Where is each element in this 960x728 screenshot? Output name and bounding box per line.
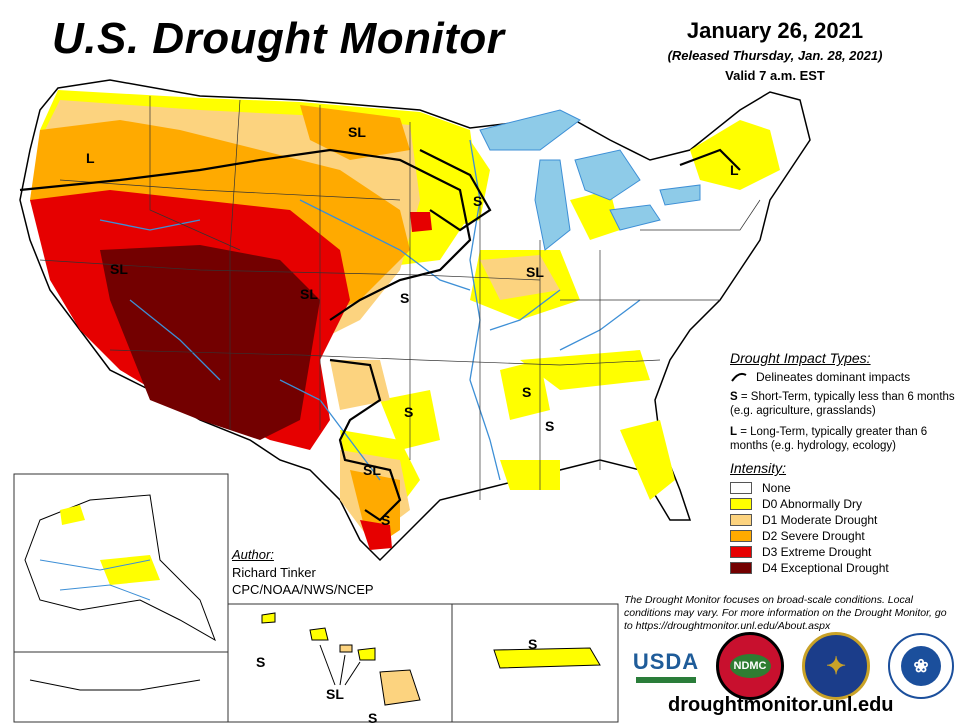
intensity-d2-label: D2 Severe Drought xyxy=(762,529,865,543)
long-term-text: = Long-Term, typically greater than 6 mo… xyxy=(730,426,928,452)
aleutians-outline xyxy=(29,679,201,691)
intensity-d1: D1 Moderate Drought xyxy=(730,512,960,528)
map-label-sl-hi: SL xyxy=(326,686,344,702)
impact-lines xyxy=(19,148,741,522)
map-label-s-pr: S xyxy=(528,636,538,652)
hawaii-pointers xyxy=(319,644,361,686)
impact-line-key: Delineates dominant impacts xyxy=(730,370,960,384)
swatch-d0 xyxy=(730,498,752,510)
map-label-s-mn: S xyxy=(473,193,483,209)
intensity-d1-label: D1 Moderate Drought xyxy=(762,513,878,527)
short-term-letter: S xyxy=(730,391,738,403)
rivers xyxy=(99,139,641,481)
intensity-d0: D0 Abnormally Dry xyxy=(730,496,960,512)
hawaii-islands xyxy=(261,612,421,706)
swatch-none xyxy=(730,482,752,494)
impact-types-heading: Drought Impact Types: xyxy=(730,350,871,366)
author-heading: Author: xyxy=(232,547,274,562)
map-label-s-tx: S xyxy=(404,404,414,420)
swatch-d3 xyxy=(730,546,752,558)
website-link[interactable]: droughtmonitor.unl.edu xyxy=(668,694,894,716)
state-borders xyxy=(39,96,761,500)
alaska-aleutians-frame xyxy=(13,651,229,723)
map-label-sl-north: SL xyxy=(348,124,366,140)
author-org: CPC/NOAA/NWS/NCEP xyxy=(232,582,374,597)
map-label-s-stx: S xyxy=(381,512,391,528)
hawaii-inset-frame xyxy=(227,603,453,723)
legend: Drought Impact Types: Delineates dominan… xyxy=(730,350,960,576)
map-date: January 26, 2021 xyxy=(686,18,864,43)
swatch-d4 xyxy=(730,562,752,574)
intensity-d4: D4 Exceptional Drought xyxy=(730,560,960,576)
disclaimer: The Drought Monitor focuses on broad-sca… xyxy=(624,594,947,632)
valid-time: Valid 7 a.m. EST xyxy=(725,68,825,83)
intensity-heading: Intensity: xyxy=(730,460,787,476)
long-term-key: L = Long-Term, typically greater than 6 … xyxy=(730,425,960,453)
noaa-logo[interactable]: ❀ xyxy=(888,633,954,699)
map-label-sl-il: SL xyxy=(526,264,544,280)
intensity-d2: D2 Severe Drought xyxy=(730,528,960,544)
ndmc-logo[interactable]: NDMC xyxy=(716,632,784,700)
partner-logos: USDA NDMC ✦ ❀ xyxy=(632,632,954,700)
d4-areas xyxy=(100,245,320,440)
short-term-text: = Short-Term, typically less than 6 mont… xyxy=(730,391,955,417)
map-label-sl-west: SL xyxy=(110,261,128,277)
intensity-d4-label: D4 Exceptional Drought xyxy=(762,561,889,575)
intensity-none-label: None xyxy=(762,481,791,495)
impact-boundary-icon xyxy=(731,372,747,382)
usda-logo[interactable]: USDA xyxy=(632,646,700,686)
intensity-d0-label: D0 Abnormally Dry xyxy=(762,497,863,511)
map-label-s-ks: S xyxy=(400,290,410,306)
long-term-letter: L xyxy=(730,426,738,438)
author-block: Author: Richard Tinker CPC/NOAA/NWS/NCEP xyxy=(232,546,374,598)
swatch-d1 xyxy=(730,514,752,526)
eagle-icon: ✦ xyxy=(825,652,847,680)
usda-bar xyxy=(636,677,696,683)
intensity-list: None D0 Abnormally Dry D1 Moderate Droug… xyxy=(730,480,960,576)
intensity-d3-label: D3 Extreme Drought xyxy=(762,545,872,559)
intensity-none: None xyxy=(730,480,960,496)
author-name: Richard Tinker xyxy=(232,565,316,580)
map-label-s-al: S xyxy=(545,418,555,434)
map-label-l-west: L xyxy=(86,150,95,166)
map-label-s-hi2: S xyxy=(368,710,378,726)
swatch-d2 xyxy=(730,530,752,542)
great-lakes xyxy=(479,109,701,251)
map-label-s-hi: S xyxy=(256,654,266,670)
map-label-s-ms: S xyxy=(522,384,532,400)
page-title: U.S. Drought Monitor xyxy=(52,14,505,63)
alaska-d0 xyxy=(60,505,160,585)
puerto-rico xyxy=(493,647,601,669)
noaa-bird-icon: ❀ xyxy=(901,646,941,686)
commerce-seal-logo[interactable]: ✦ xyxy=(802,632,870,700)
intensity-d3: D3 Extreme Drought xyxy=(730,544,960,560)
map-label-l-ne: L xyxy=(730,162,739,178)
alaska-rivers xyxy=(39,559,151,601)
usda-wordmark: USDA xyxy=(632,649,700,674)
map-label-sl-tx: SL xyxy=(363,462,381,478)
short-term-key: S = Short-Term, typically less than 6 mo… xyxy=(730,390,960,418)
map-label-sl-co: SL xyxy=(300,286,318,302)
impact-line-text: Delineates dominant impacts xyxy=(756,370,911,384)
release-date: (Released Thursday, Jan. 28, 2021) xyxy=(667,48,883,63)
ndmc-wordmark: NDMC xyxy=(729,654,771,678)
